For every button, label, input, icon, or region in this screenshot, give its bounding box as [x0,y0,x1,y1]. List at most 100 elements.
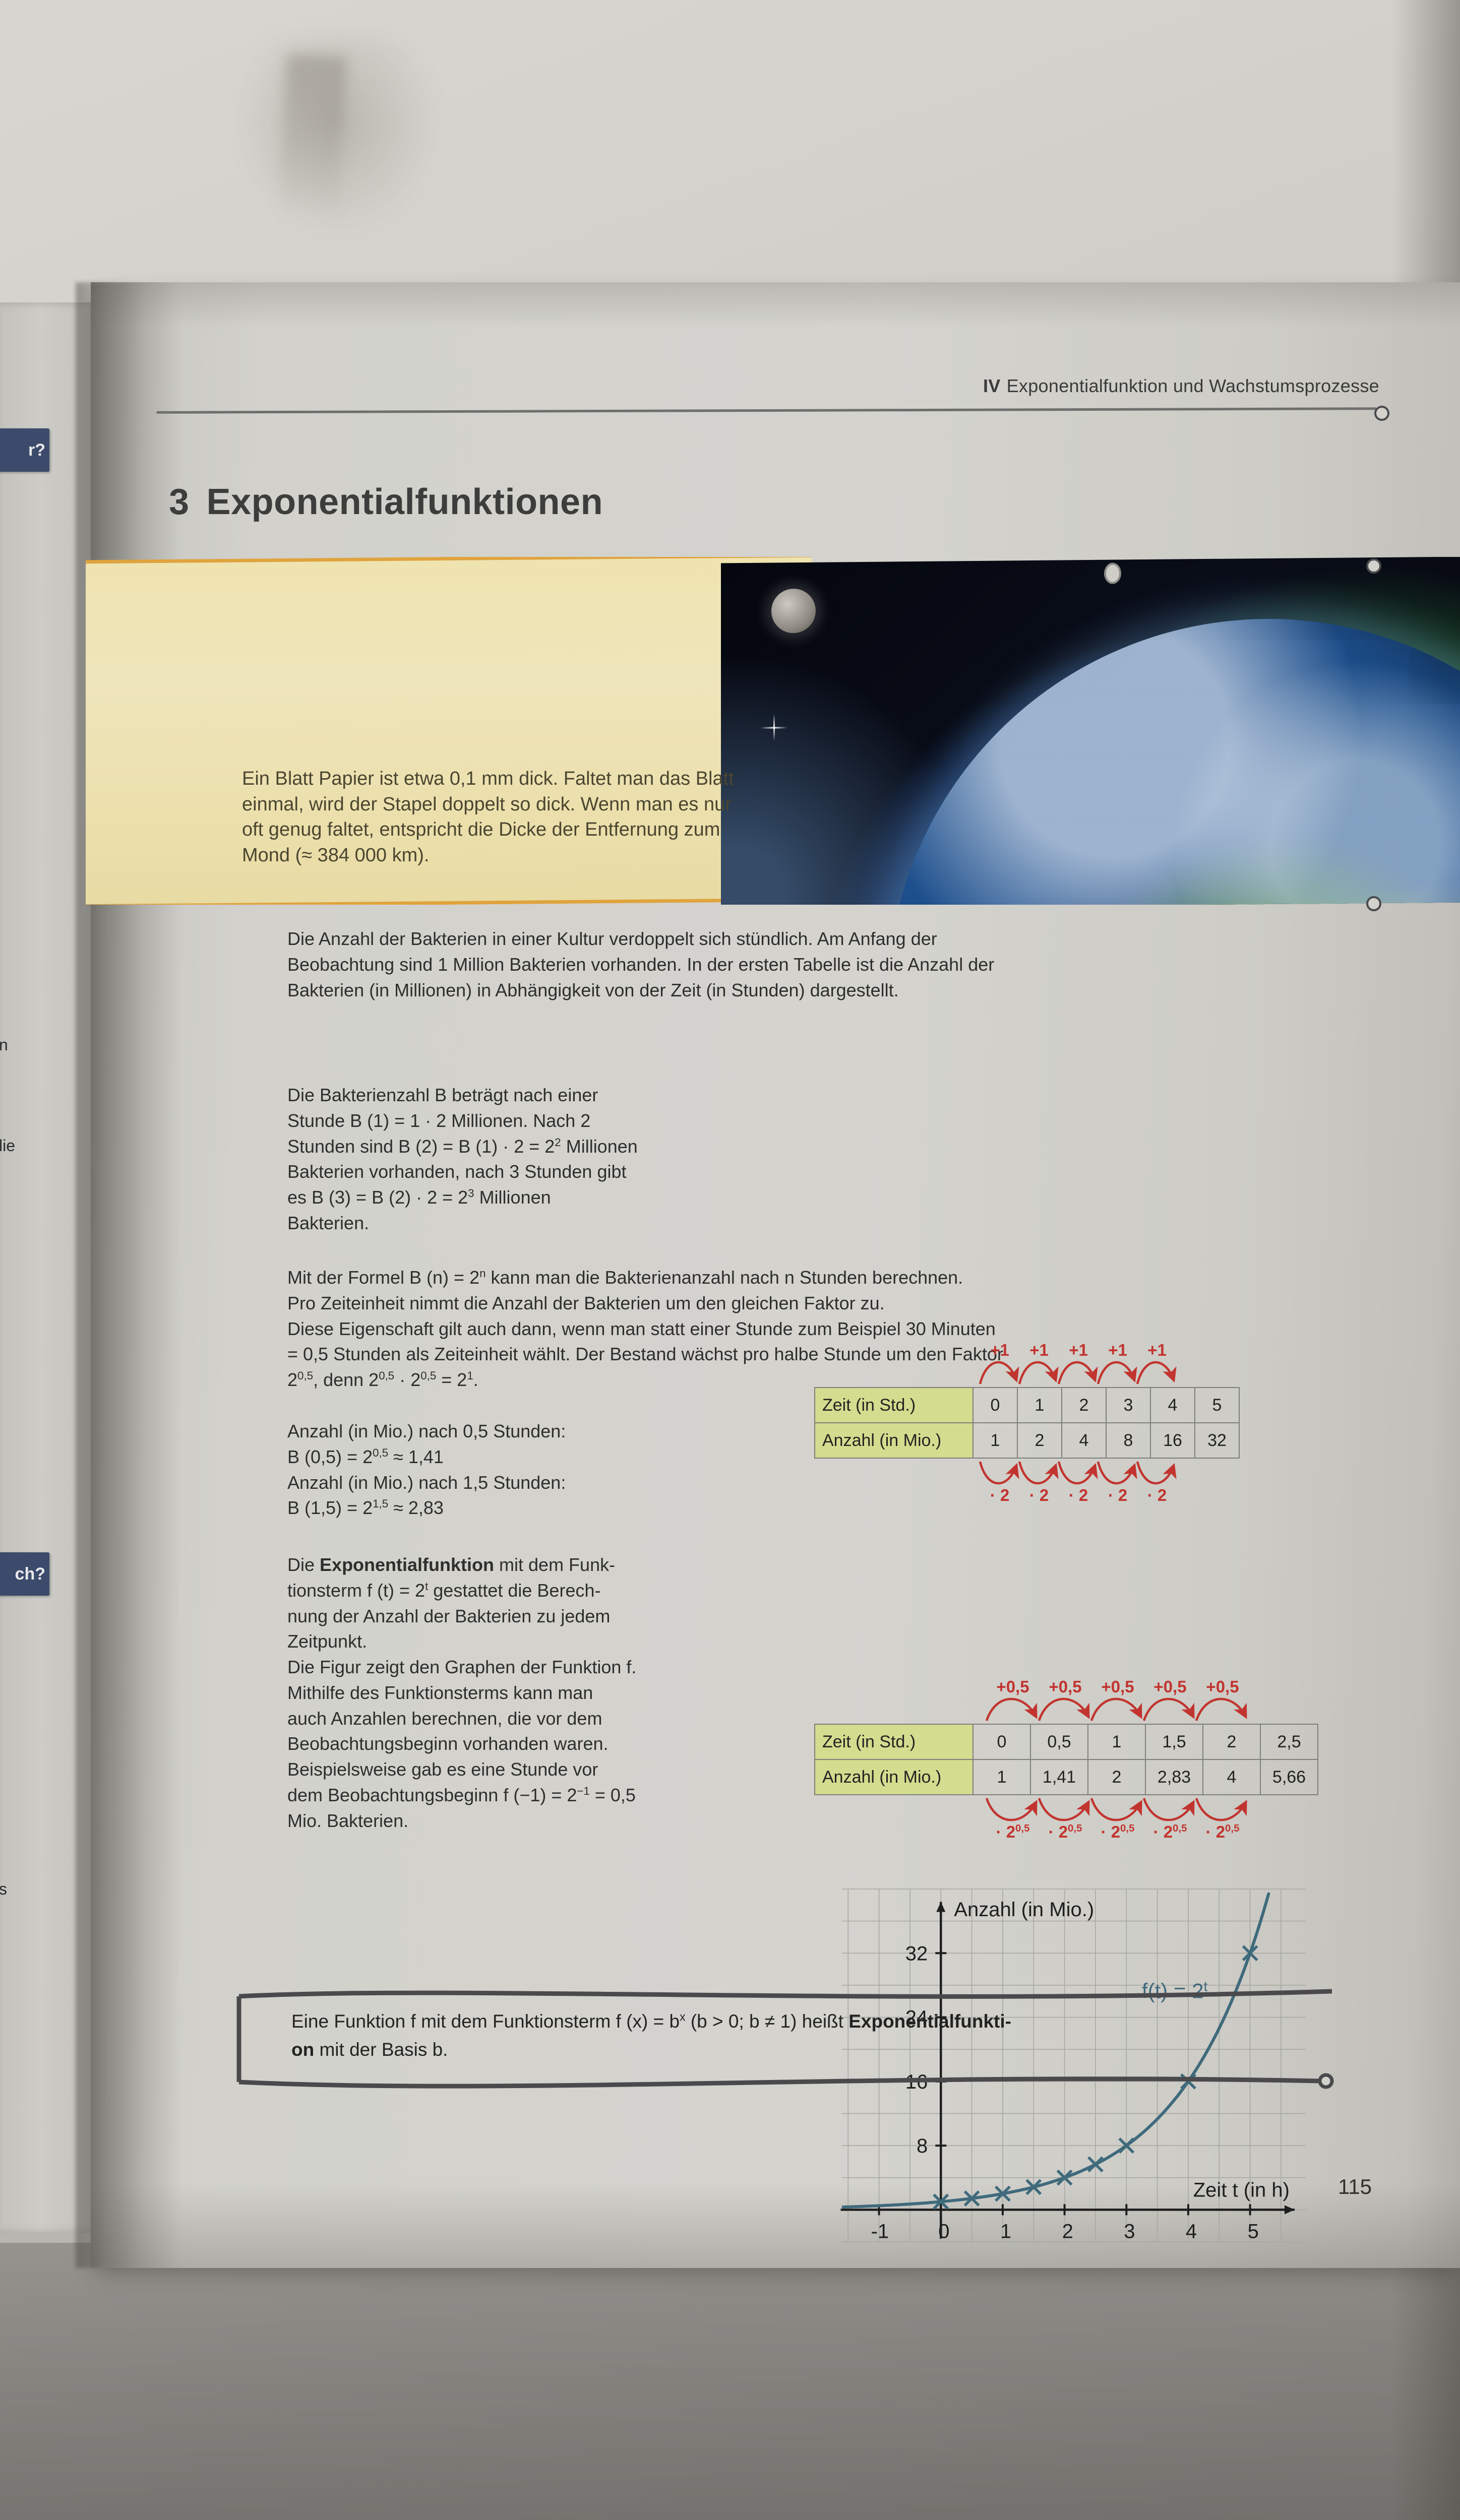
table-cell: 2,5 [1260,1724,1318,1760]
b3-line-1a: Die [287,1554,320,1575]
annotation-exponent: 0,5 [1173,1822,1187,1834]
line-3a: Stunden sind B (2) = B (1) · 2 = 2 [287,1136,555,1157]
margin-tab-bottom[interactable]: ch? [0,1552,49,1596]
table-row: Anzahl (in Mio.) 1 2 4 8 16 32 [814,1422,1240,1459]
earth-from-space-photo [721,557,1460,905]
table-cell: 32 [1194,1422,1240,1459]
line-2: Stunde B (1) = 1 · 2 Millionen. Nach 2 [287,1110,591,1131]
table-cell: 3 [1106,1387,1151,1423]
b2-line-4b: ≈ 2,83 [388,1497,444,1519]
b2-line-2-exponent: 0,5 [373,1446,389,1459]
banner-anchor-knot [1104,562,1121,584]
x-axis-label: Zeit t (in h) [1193,2179,1290,2201]
paragraph-anzahl-halbe-stunden: Anzahl (in Mio.) nach 0,5 Stunden: B (0,… [287,1419,792,1521]
t1-top-label: +1 [1069,1341,1088,1359]
line-1: Die Bakterienzahl B beträgt nach einer [287,1085,598,1105]
b2-line-4a: B (1,5) = 2 [287,1497,373,1519]
t2-top-label: +0,5 [1049,1677,1082,1696]
x-tick-label: 0 [938,2220,949,2242]
t1-top-label: +1 [1147,1341,1167,1359]
table-cell: 4 [1150,1387,1195,1423]
exponential-function-graph: -1 0 1 2 3 4 5 8 16 24 32 Anzahl (in Mio.) Zeit t (i… [832,1879,1316,2252]
table-cell: 2 [1017,1422,1062,1459]
b3-term-bold: Exponentialfunktion [320,1554,495,1575]
table-cell: 5,66 [1260,1759,1318,1795]
table1-row-label-time: Zeit (in Std.) [814,1387,974,1423]
table-cell: 1 [1087,1724,1146,1760]
t1-top-label: +1 [1108,1341,1127,1359]
running-header-roman: IV [983,375,1001,396]
def-exponent: x [680,2010,686,2024]
desk-shadow-bottom [0,2243,1460,2520]
line-5b: Millionen [474,1187,551,1208]
wide-line-5a: 2 [287,1369,298,1390]
b3-line-5: Die Figur zeigt den Graphen der Funktion… [287,1657,637,1677]
x-tick-label: 1 [1000,2220,1011,2242]
x-tick-label: 4 [1186,2220,1197,2242]
table-cell: 2,83 [1145,1759,1203,1795]
margin-note-3: s [0,1880,7,1898]
b3-line-3: nung der Anzahl der Bakterien zu jedem [287,1605,611,1626]
page-top-shading [91,282,1460,328]
line-3-exponent: 2 [555,1136,561,1149]
definition-text: Eine Funktion f mit dem Funktionsterm f … [291,2007,1300,2063]
header-rule-knot [1374,406,1389,421]
table1: Zeit (in Std.) 0 1 2 3 4 5 Anzahl (in Mi… [814,1387,1240,1459]
paragraph-exponentialfunktion: Die Exponentialfunktion mit dem Funk- ti… [287,1552,797,1834]
table-cell: 1,41 [1030,1759,1088,1795]
table-cell: 4 [1061,1422,1107,1459]
wide-line-5e: . [473,1369,478,1390]
wide-line-1a: Mit der Formel B (n) = 2 [287,1267,480,1288]
t2-bot-label: · 20,5 [1101,1822,1135,1841]
intro-banner: Ein Blatt Papier ist etwa 0,1 mm dick. F… [86,557,1460,905]
wide-line-5-exp2: 0,5 [379,1369,395,1382]
table-cell: 1 [1017,1387,1062,1423]
wide-line-1b: kann man die Bakterienanzahl nach n Stun… [485,1267,963,1288]
intro-knot-top [1366,558,1381,574]
line-5a: es B (3) = B (2) · 2 = 2 [287,1187,468,1208]
y-tick-label: 8 [917,2135,928,2157]
desk-smudge [242,35,454,247]
table1-top-annotations: +1 +1 +1 +1 +1 [814,1341,1240,1387]
desk-smudge-secondary [278,54,347,223]
paragraph-bakterienzahl: Die Bakterienzahl B beträgt nach einer S… [287,1083,792,1236]
b3-line-6: Mithilfe des Funktionsterms kann man [287,1682,593,1703]
table1-bottom-annotations: · 2 · 2 · 2 · 2 · 2 [814,1459,1240,1505]
table-cell: 0 [972,1387,1018,1423]
table-cell: 2 [1202,1724,1261,1760]
margin-tab-top[interactable]: r? [0,428,49,472]
annotation-exponent: 0,5 [1225,1822,1240,1834]
table-cell: 2 [1087,1759,1146,1795]
chapter-title-text: Exponentialfunktionen [206,482,603,522]
table2-row-label-count: Anzahl (in Mio.) [814,1759,974,1795]
b2-line-4-exponent: 1,5 [373,1497,389,1510]
t1-bot-label: · 2 [1029,1486,1049,1504]
moon-icon [771,588,816,634]
t2-bot-label: · 20,5 [1205,1822,1240,1841]
table-row: Anzahl (in Mio.) 1 1,41 2 2,83 4 5,66 [814,1759,1318,1795]
line-5-exponent: 3 [468,1187,474,1200]
paragraph-formel-zeiteinheit: Mit der Formel B (n) = 2n kann man die B… [287,1265,1023,1393]
table-cell: 2 [1061,1387,1107,1423]
def-term-bold-2: on [291,2039,315,2060]
table2-row-label-time: Zeit (in Std.) [814,1724,974,1760]
line-4: Bakterien vorhanden, nach 3 Stunden gibt [287,1161,627,1182]
page-bottom-shading [91,2182,1460,2268]
t2-top-label: +0,5 [996,1677,1029,1696]
b3-line-9: Beispielsweise gab es eine Stunde vor [287,1759,598,1780]
b3-line-10a: dem Beobachtungsbeginn f (−1) = 2 [287,1784,577,1805]
b2-line-2b: ≈ 1,41 [388,1446,444,1467]
annotation-exponent: 0,5 [1120,1822,1135,1834]
wide-line-5-exp4: 1 [467,1369,473,1382]
t2-bot-label: · 20,5 [996,1822,1030,1841]
chapter-number: 3 [169,482,190,522]
table1-row-label-count: Anzahl (in Mio.) [814,1422,974,1459]
wide-line-3: Diese Eigenschaft gilt auch dann, wenn m… [287,1318,996,1339]
table-row: Zeit (in Std.) 0 0,5 1 1,5 2 2,5 [814,1724,1318,1760]
open-textbook: r? ch? n lie s IV Exponentialfunktion und… [0,282,1460,2268]
b2-line-1: Anzahl (in Mio.) nach 0,5 Stunden: [287,1421,566,1441]
t1-top-label: +1 [1029,1341,1049,1359]
margin-note-1: n [0,1036,8,1054]
wide-line-5b: , denn 2 [313,1369,379,1390]
intro-banner-text: Ein Blatt Papier ist etwa 0,1 mm dick. F… [242,768,734,866]
